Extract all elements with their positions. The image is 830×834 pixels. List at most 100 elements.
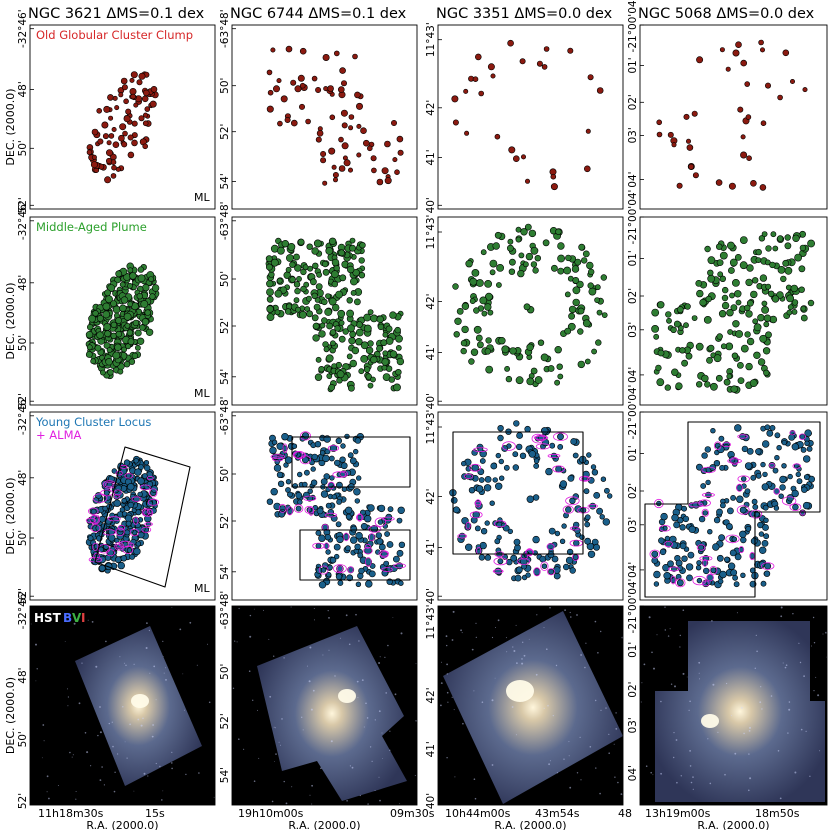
cluster-point bbox=[781, 439, 787, 446]
cluster-point bbox=[717, 271, 724, 278]
cluster-point bbox=[584, 521, 591, 528]
hst-star bbox=[779, 797, 782, 800]
dec-tick-label: 04' bbox=[627, 171, 639, 187]
cluster-point bbox=[509, 347, 517, 355]
panel-r2-c1 bbox=[231, 411, 418, 601]
cluster-point bbox=[385, 325, 393, 333]
cluster-point bbox=[682, 515, 690, 523]
cluster-point bbox=[311, 292, 318, 299]
cluster-point bbox=[121, 84, 128, 91]
dec-tick-label: 02' bbox=[627, 681, 639, 697]
hst-star bbox=[243, 748, 245, 750]
alma-contour bbox=[347, 566, 354, 574]
cluster-point bbox=[324, 308, 333, 316]
cluster-point bbox=[790, 284, 798, 293]
alma-contour bbox=[737, 434, 748, 439]
cluster-point bbox=[557, 254, 565, 263]
cluster-point bbox=[721, 294, 729, 302]
hst-star bbox=[84, 732, 87, 734]
cluster-point bbox=[702, 510, 708, 516]
cluster-point bbox=[762, 347, 771, 355]
hst-star bbox=[67, 696, 69, 698]
cluster-point bbox=[807, 239, 815, 248]
hst-star bbox=[549, 760, 551, 762]
cluster-point bbox=[587, 282, 594, 289]
cluster-point bbox=[90, 358, 97, 365]
cluster-point bbox=[799, 433, 806, 440]
cluster-point bbox=[325, 354, 334, 363]
hst-star bbox=[268, 638, 270, 640]
cluster-point bbox=[591, 348, 597, 355]
hst-star bbox=[785, 664, 788, 666]
cluster-point bbox=[343, 159, 351, 167]
cluster-point bbox=[376, 538, 384, 545]
alma-contour bbox=[323, 542, 330, 550]
cluster-point bbox=[745, 278, 753, 287]
hst-star bbox=[35, 680, 37, 682]
ra-axis-label: R.A. (2000.0) bbox=[288, 819, 360, 830]
cluster-point bbox=[297, 74, 305, 82]
hst-star bbox=[689, 750, 691, 752]
cluster-point bbox=[334, 553, 340, 560]
hst-star bbox=[782, 662, 784, 664]
hst-star bbox=[363, 726, 365, 728]
cluster-point bbox=[367, 309, 374, 315]
alma-contour bbox=[701, 508, 709, 518]
hst-star bbox=[717, 731, 719, 733]
dec-tick-label: 02' bbox=[627, 288, 639, 304]
panel-frame bbox=[639, 411, 828, 601]
cluster-point bbox=[334, 325, 341, 332]
alma-contour bbox=[141, 526, 152, 533]
cluster-point bbox=[517, 269, 525, 278]
cluster-point bbox=[336, 535, 344, 544]
hst-star bbox=[346, 800, 348, 802]
cluster-point bbox=[102, 133, 109, 140]
cluster-point bbox=[376, 178, 384, 186]
cluster-point bbox=[712, 543, 720, 551]
hst-star bbox=[711, 620, 713, 622]
dec-tick-label: 52' bbox=[219, 713, 231, 729]
cluster-point bbox=[586, 261, 594, 270]
hst-star bbox=[453, 709, 455, 711]
cluster-point bbox=[143, 112, 149, 118]
alma-contour bbox=[714, 441, 722, 451]
alma-contour bbox=[736, 483, 743, 492]
cluster-point bbox=[135, 541, 142, 547]
band-label: B bbox=[63, 611, 72, 625]
cluster-point bbox=[337, 309, 346, 318]
cluster-point bbox=[325, 549, 331, 555]
panel-r1-c1 bbox=[231, 216, 418, 406]
cluster-point bbox=[127, 301, 134, 307]
cluster-point bbox=[286, 491, 293, 498]
hst-star bbox=[589, 746, 592, 748]
hst-star bbox=[196, 664, 198, 666]
cluster-point bbox=[673, 320, 681, 328]
cluster-point bbox=[314, 441, 322, 448]
panel-frame bbox=[437, 605, 624, 806]
hst-star bbox=[389, 749, 391, 751]
alma-contour bbox=[792, 463, 802, 469]
cluster-point bbox=[314, 296, 321, 303]
hst-star bbox=[119, 656, 121, 658]
cluster-point bbox=[295, 491, 303, 499]
cluster-point bbox=[548, 527, 556, 535]
cluster-point bbox=[726, 373, 733, 380]
cluster-point bbox=[796, 478, 803, 485]
cluster-point bbox=[786, 309, 793, 316]
panel-frame bbox=[639, 605, 828, 806]
alma-contour bbox=[737, 475, 750, 483]
cluster-point bbox=[806, 445, 813, 452]
cluster-point bbox=[396, 549, 404, 557]
cluster-point bbox=[713, 516, 721, 524]
cluster-point bbox=[144, 106, 151, 112]
cluster-point bbox=[537, 339, 545, 346]
cluster-point bbox=[761, 483, 769, 491]
hst-star bbox=[552, 715, 554, 717]
hst-star bbox=[400, 632, 403, 635]
hst-star bbox=[748, 789, 750, 792]
alma-contour bbox=[799, 510, 806, 516]
cluster-point bbox=[362, 139, 370, 147]
cluster-point bbox=[266, 498, 274, 505]
cluster-point bbox=[350, 289, 357, 296]
hst-star bbox=[564, 609, 566, 611]
